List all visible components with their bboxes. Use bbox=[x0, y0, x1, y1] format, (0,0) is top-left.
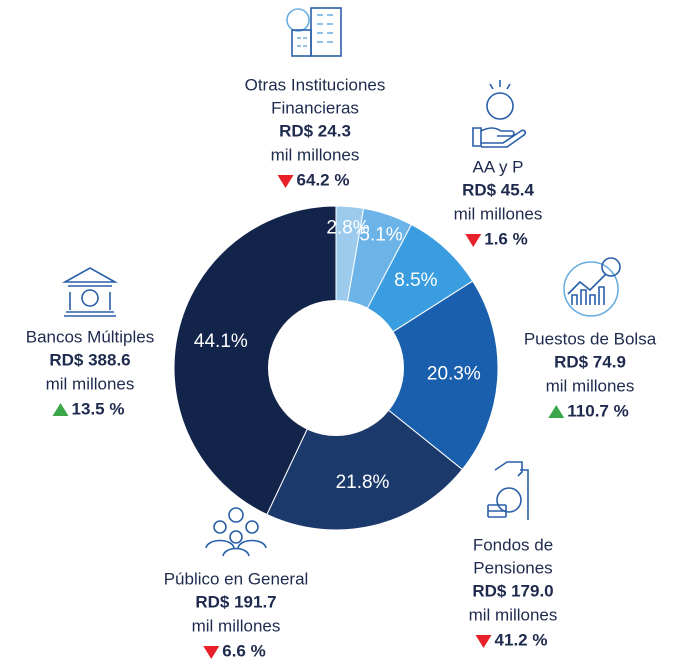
amount: RD$ 191.7 bbox=[195, 592, 276, 611]
change: 41.2 % bbox=[495, 630, 548, 649]
slice-label: 20.3% bbox=[427, 364, 481, 385]
category-name: Público en General bbox=[164, 569, 309, 588]
icon-building bbox=[286, 7, 342, 57]
unit: mil millones bbox=[192, 616, 281, 635]
donut-slice bbox=[173, 205, 337, 516]
donut-slice bbox=[266, 367, 464, 531]
slice-label: 21.8% bbox=[336, 472, 390, 493]
category-name: Fondos de bbox=[473, 535, 553, 554]
icon-bank bbox=[61, 267, 119, 317]
change: 1.6 % bbox=[484, 229, 527, 248]
icon-people bbox=[205, 507, 267, 557]
slice-label: 8.5% bbox=[394, 270, 437, 291]
change: 64.2 % bbox=[297, 170, 350, 189]
unit: mil millones bbox=[271, 145, 360, 164]
category-name: AA y P bbox=[472, 157, 523, 176]
icon-hand-coin bbox=[472, 80, 527, 148]
icon-chart-growth bbox=[563, 257, 621, 317]
unit: mil millones bbox=[546, 376, 635, 395]
donut-slice bbox=[335, 280, 499, 471]
trend-up-icon bbox=[548, 405, 565, 418]
amount: RD$ 24.3 bbox=[279, 121, 351, 140]
category-name: Bancos Múltiples bbox=[26, 327, 155, 346]
trend-down-icon bbox=[475, 635, 492, 648]
slice-label: 2.8% bbox=[326, 218, 369, 239]
change: 110.7 % bbox=[567, 401, 628, 420]
donut-hole bbox=[268, 300, 404, 436]
trend-up-icon bbox=[52, 403, 69, 416]
icon-coins-hand bbox=[487, 461, 529, 520]
trend-down-icon bbox=[277, 175, 294, 188]
unit: mil millones bbox=[469, 605, 558, 624]
change: 13.5 % bbox=[72, 399, 125, 418]
unit: mil millones bbox=[454, 204, 543, 223]
amount: RD$ 179.0 bbox=[472, 581, 553, 600]
amount: RD$ 388.6 bbox=[49, 350, 130, 369]
trend-down-icon bbox=[203, 646, 220, 659]
amount: RD$ 45.4 bbox=[462, 180, 534, 199]
unit: mil millones bbox=[46, 374, 135, 393]
slice-label: 44.1% bbox=[194, 331, 248, 352]
trend-down-icon bbox=[465, 234, 482, 247]
category-name: Financieras bbox=[271, 98, 359, 117]
amount: RD$ 74.9 bbox=[554, 352, 626, 371]
change: 6.6 % bbox=[222, 641, 265, 660]
slice-label: 5.1% bbox=[359, 224, 402, 245]
category-name: Otras Instituciones bbox=[245, 75, 386, 94]
category-name: Pensiones bbox=[473, 558, 552, 577]
category-name: Puestos de Bolsa bbox=[524, 329, 657, 348]
